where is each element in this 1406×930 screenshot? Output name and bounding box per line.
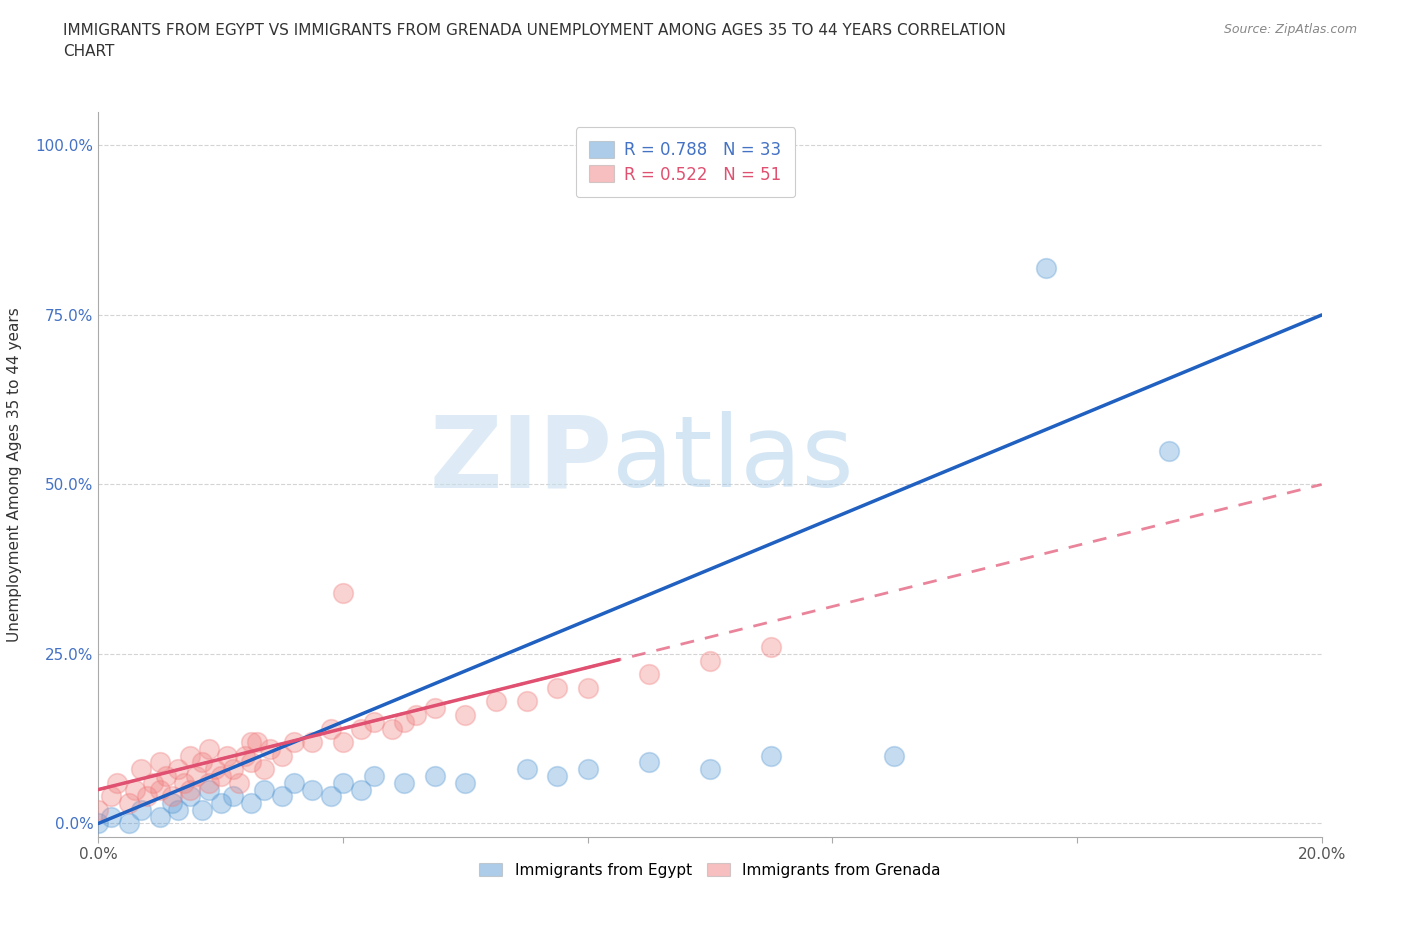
Point — [301, 735, 323, 750]
Point — [149, 782, 172, 797]
Point — [637, 667, 661, 682]
Point — [283, 776, 305, 790]
Point — [186, 768, 208, 783]
Point — [173, 776, 195, 790]
Point — [363, 768, 385, 783]
Point — [136, 789, 159, 804]
Point — [252, 762, 274, 777]
Point — [87, 803, 110, 817]
Point — [270, 749, 292, 764]
Point — [240, 796, 263, 811]
Point — [233, 749, 256, 764]
Point — [392, 776, 416, 790]
Point — [179, 749, 201, 764]
Point — [405, 708, 427, 723]
Point — [259, 741, 281, 756]
Point — [759, 749, 782, 764]
Point — [392, 714, 416, 729]
Point — [167, 803, 190, 817]
Point — [124, 782, 146, 797]
Point — [118, 816, 141, 830]
Text: Source: ZipAtlas.com: Source: ZipAtlas.com — [1223, 23, 1357, 36]
Point — [485, 694, 508, 709]
Point — [197, 741, 219, 756]
Point — [87, 816, 110, 830]
Point — [699, 762, 721, 777]
Point — [100, 789, 122, 804]
Point — [209, 796, 232, 811]
Point — [576, 762, 599, 777]
Point — [350, 721, 373, 736]
Point — [883, 749, 905, 764]
Point — [546, 768, 568, 783]
Point — [240, 735, 263, 750]
Point — [149, 755, 172, 770]
Point — [301, 782, 323, 797]
Point — [129, 762, 152, 777]
Point — [179, 789, 201, 804]
Legend: Immigrants from Egypt, Immigrants from Grenada: Immigrants from Egypt, Immigrants from G… — [474, 857, 946, 884]
Point — [252, 782, 274, 797]
Point — [209, 768, 232, 783]
Point — [381, 721, 404, 736]
Point — [191, 755, 214, 770]
Point — [283, 735, 305, 750]
Point — [576, 681, 599, 696]
Point — [319, 789, 342, 804]
Point — [191, 803, 214, 817]
Point — [105, 776, 128, 790]
Point — [100, 809, 122, 824]
Text: IMMIGRANTS FROM EGYPT VS IMMIGRANTS FROM GRENADA UNEMPLOYMENT AMONG AGES 35 TO 4: IMMIGRANTS FROM EGYPT VS IMMIGRANTS FROM… — [63, 23, 1007, 60]
Y-axis label: Unemployment Among Ages 35 to 44 years: Unemployment Among Ages 35 to 44 years — [7, 307, 21, 642]
Point — [363, 714, 385, 729]
Point — [319, 721, 342, 736]
Point — [270, 789, 292, 804]
Point — [142, 776, 165, 790]
Point — [423, 700, 446, 715]
Point — [118, 796, 141, 811]
Point — [149, 809, 172, 824]
Point — [759, 640, 782, 655]
Point — [160, 796, 183, 811]
Point — [332, 735, 354, 750]
Point — [222, 762, 245, 777]
Point — [167, 762, 190, 777]
Point — [637, 755, 661, 770]
Point — [246, 735, 269, 750]
Point — [332, 776, 354, 790]
Text: atlas: atlas — [612, 411, 853, 509]
Point — [197, 782, 219, 797]
Point — [1035, 260, 1057, 275]
Point — [240, 755, 263, 770]
Point — [215, 749, 238, 764]
Point — [516, 762, 538, 777]
Point — [1157, 443, 1180, 458]
Point — [222, 789, 245, 804]
Point — [197, 776, 219, 790]
Text: ZIP: ZIP — [429, 411, 612, 509]
Point — [454, 708, 477, 723]
Point — [129, 803, 152, 817]
Point — [332, 586, 354, 601]
Point — [204, 762, 226, 777]
Point — [155, 768, 177, 783]
Point — [699, 653, 721, 668]
Point — [228, 776, 250, 790]
Point — [160, 789, 183, 804]
Point — [350, 782, 373, 797]
Point — [516, 694, 538, 709]
Point — [546, 681, 568, 696]
Point — [179, 782, 201, 797]
Point — [454, 776, 477, 790]
Point — [423, 768, 446, 783]
